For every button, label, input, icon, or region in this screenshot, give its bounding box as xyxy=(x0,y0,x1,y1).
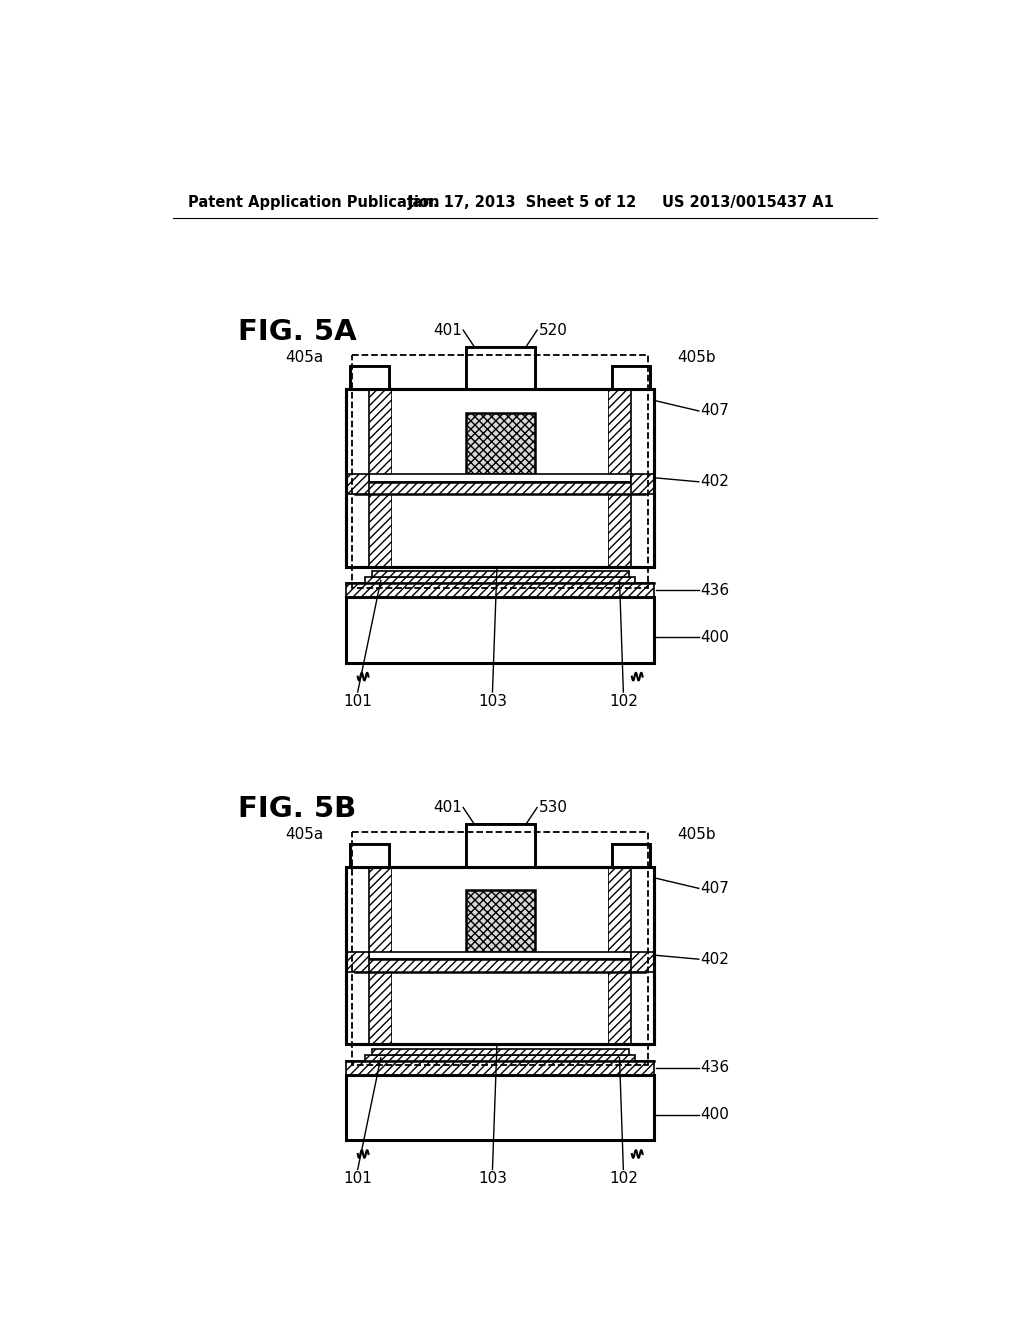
Bar xyxy=(608,389,631,566)
Bar xyxy=(350,843,388,867)
Text: 102: 102 xyxy=(609,1171,638,1185)
Bar xyxy=(466,347,535,389)
Bar xyxy=(611,843,650,867)
Text: US 2013/0015437 A1: US 2013/0015437 A1 xyxy=(662,195,834,210)
Bar xyxy=(350,843,388,867)
Text: 400: 400 xyxy=(700,630,729,645)
Text: 101: 101 xyxy=(343,1171,372,1185)
Bar xyxy=(350,843,388,867)
Bar xyxy=(346,597,654,663)
Text: 405b: 405b xyxy=(677,826,716,842)
Bar xyxy=(348,869,652,1043)
Bar xyxy=(466,890,535,952)
Bar xyxy=(346,952,370,972)
Bar xyxy=(366,1055,635,1061)
Text: 405a: 405a xyxy=(285,350,323,364)
Bar xyxy=(366,577,635,583)
Bar xyxy=(346,867,654,1044)
Bar xyxy=(346,389,654,566)
Text: 401: 401 xyxy=(433,800,462,814)
Bar xyxy=(350,367,388,389)
Bar xyxy=(346,389,654,566)
Text: 407: 407 xyxy=(700,404,729,418)
Bar xyxy=(352,355,648,589)
Bar xyxy=(631,952,654,972)
Bar xyxy=(466,825,535,867)
Text: 103: 103 xyxy=(478,1171,507,1185)
Text: 407: 407 xyxy=(700,880,729,896)
Text: 405a: 405a xyxy=(285,826,323,842)
Bar xyxy=(466,347,535,389)
Text: Patent Application Publication: Patent Application Publication xyxy=(188,195,440,210)
Bar xyxy=(392,867,608,1044)
Bar xyxy=(611,843,650,867)
Text: 530: 530 xyxy=(539,800,567,814)
Bar xyxy=(392,867,608,1044)
Text: Jan. 17, 2013  Sheet 5 of 12: Jan. 17, 2013 Sheet 5 of 12 xyxy=(408,195,637,210)
Bar xyxy=(466,825,535,867)
Bar xyxy=(355,482,645,494)
Bar xyxy=(466,825,535,867)
Bar xyxy=(350,367,388,389)
Text: 401: 401 xyxy=(433,322,462,338)
Bar xyxy=(355,960,645,972)
Bar xyxy=(370,389,392,566)
Text: 400: 400 xyxy=(700,1107,729,1122)
Bar xyxy=(392,389,608,566)
Bar xyxy=(611,367,650,389)
Bar xyxy=(372,1048,629,1055)
Text: 103: 103 xyxy=(478,693,507,709)
Text: 402: 402 xyxy=(700,474,729,490)
Text: 402: 402 xyxy=(700,952,729,966)
Bar xyxy=(348,391,652,565)
Bar xyxy=(392,389,608,566)
Bar xyxy=(370,474,631,482)
Bar xyxy=(611,843,650,867)
Text: 102: 102 xyxy=(609,693,638,709)
Bar xyxy=(611,367,650,389)
Text: 436: 436 xyxy=(700,583,729,598)
Text: 520: 520 xyxy=(539,322,567,338)
Bar xyxy=(350,367,388,389)
Bar xyxy=(631,474,654,494)
Bar xyxy=(346,474,370,494)
Bar xyxy=(608,867,631,1044)
Bar xyxy=(372,572,629,577)
Text: 101: 101 xyxy=(343,693,372,709)
Bar xyxy=(370,952,631,960)
Text: 436: 436 xyxy=(700,1060,729,1076)
Bar xyxy=(346,1061,654,1074)
Bar xyxy=(346,1074,654,1140)
Bar xyxy=(352,832,648,1065)
Bar xyxy=(346,867,654,1044)
Bar xyxy=(466,347,535,389)
Text: 405b: 405b xyxy=(677,350,716,364)
Text: FIG. 5A: FIG. 5A xyxy=(239,318,357,346)
Bar xyxy=(370,867,392,1044)
Bar xyxy=(346,583,654,597)
Bar xyxy=(466,412,535,474)
Text: FIG. 5B: FIG. 5B xyxy=(239,795,356,824)
Bar xyxy=(611,367,650,389)
